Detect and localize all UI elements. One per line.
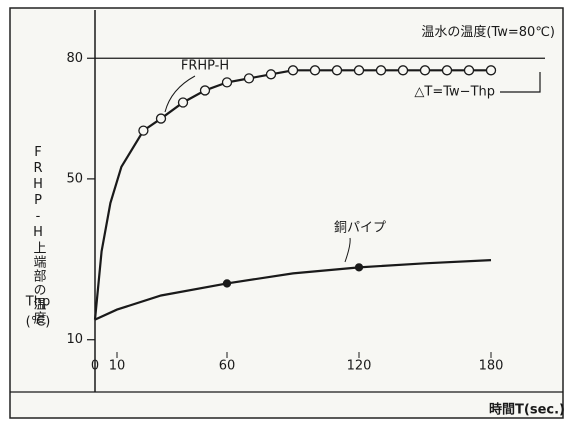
data-point — [309, 65, 321, 76]
x-tick-label: 120 — [347, 359, 372, 374]
data-point — [155, 113, 167, 124]
y-axis-symbol: Thp — [25, 295, 50, 310]
data-point — [138, 125, 149, 136]
series-label: FRHP-H — [181, 59, 229, 74]
leader — [344, 237, 351, 263]
leader — [164, 75, 196, 113]
data-point — [265, 69, 277, 80]
y-tick-label: 80 — [66, 51, 83, 66]
bracket — [500, 72, 541, 93]
data-point — [463, 65, 475, 76]
data-point — [243, 73, 255, 84]
x-tick-label: 60 — [219, 359, 236, 374]
data-point — [485, 65, 497, 76]
x-axis-label: 時間T(sec.) — [489, 402, 565, 418]
data-point — [222, 279, 232, 288]
frame — [9, 7, 564, 419]
data-point — [419, 65, 431, 76]
x-tick-label: 0 — [91, 359, 99, 374]
data-point — [331, 65, 343, 76]
y-tick-label: 10 — [66, 332, 83, 347]
data-point — [353, 65, 365, 76]
y-axis-unit: (℃) — [26, 315, 51, 330]
data-point — [177, 97, 189, 108]
data-point — [287, 65, 299, 76]
data-point — [375, 65, 387, 76]
data-point — [397, 65, 409, 76]
series-line — [94, 259, 492, 321]
data-point — [221, 77, 233, 88]
y-axis-label: FRHP-H上端部の温度 — [31, 145, 47, 325]
y-tick-label: 50 — [66, 171, 83, 186]
x-tick-label: 10 — [109, 359, 126, 374]
series-label: 銅パイプ — [334, 221, 386, 236]
data-point — [441, 65, 453, 76]
reference-label: 温水の温度(Tw=80℃) — [421, 24, 555, 40]
data-point — [199, 85, 211, 96]
data-point — [354, 263, 364, 272]
annotation: △T=Tw−Thp — [414, 85, 495, 100]
x-tick-label: 180 — [479, 359, 504, 374]
